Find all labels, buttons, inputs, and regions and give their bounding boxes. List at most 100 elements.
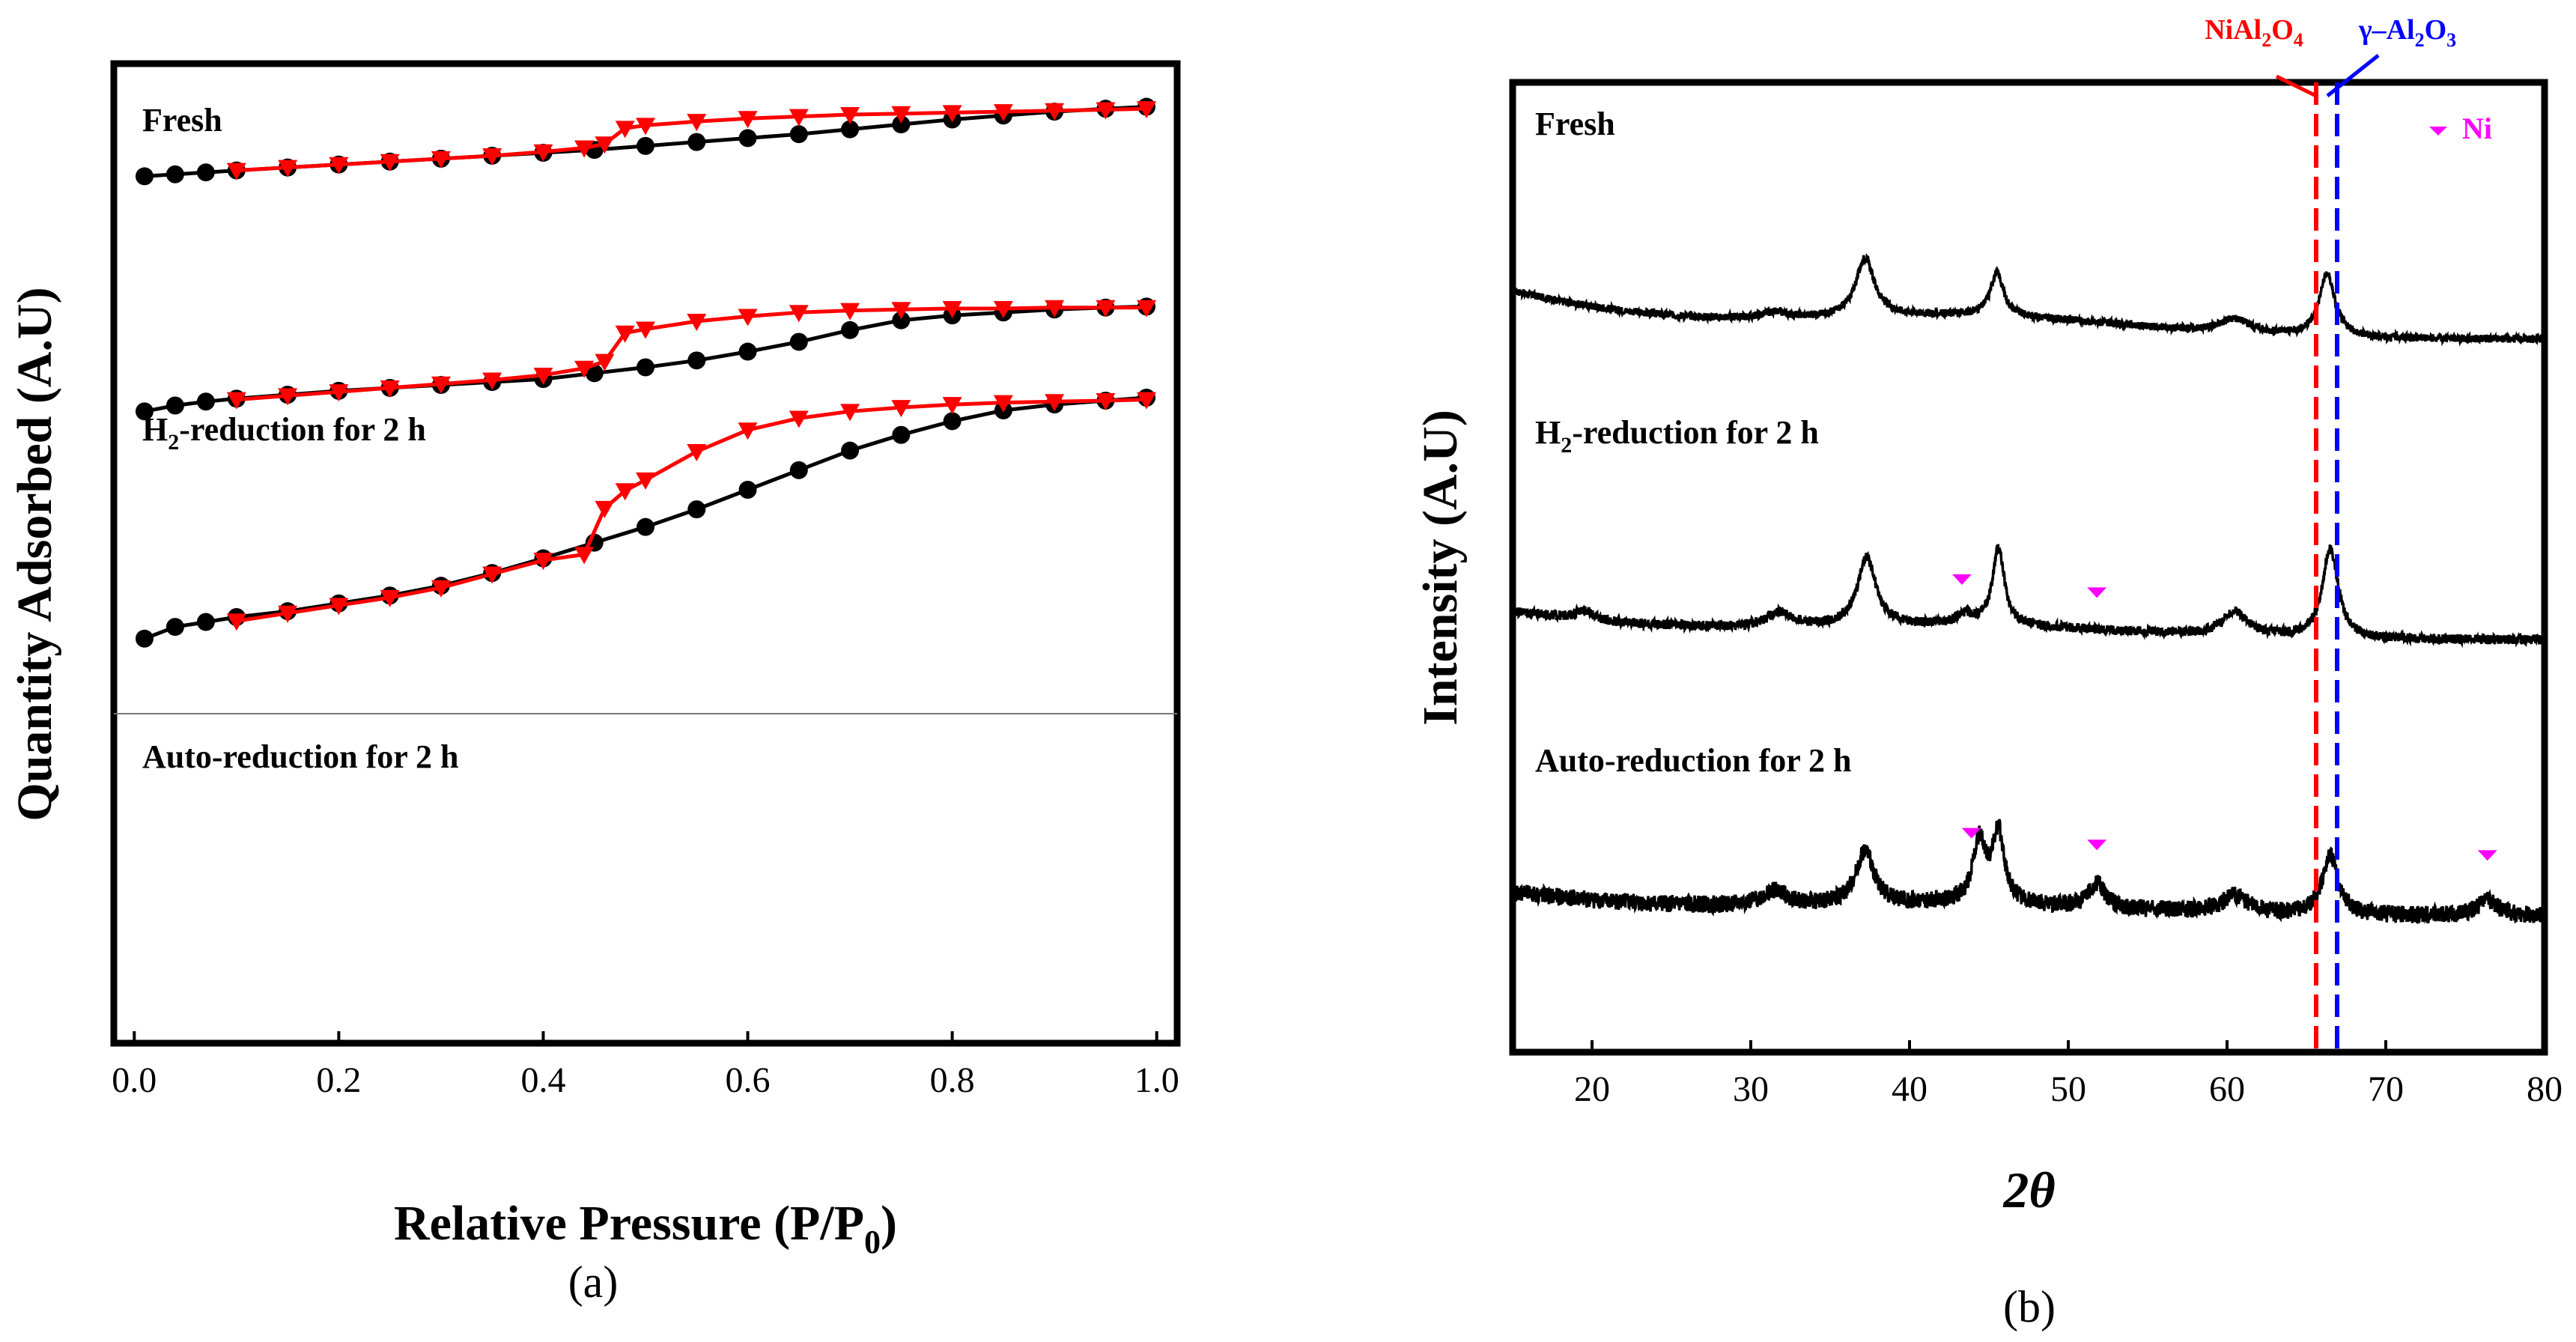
nial2o4-callout-leader [2275,74,2318,98]
desorption-point [278,605,298,623]
panel-b-plot-frame [1509,79,2548,1056]
panel-a-series-line-4 [144,395,1147,641]
panel-b-x-tick-label: 50 [2050,1069,2086,1109]
desorption-point [1045,394,1065,412]
adsorption-point [789,125,808,144]
panel-b-x-tick-label: 40 [1892,1069,1928,1109]
desorption-point [942,301,962,318]
desorption-point [595,500,615,518]
ni-peak-marker-icon [1951,574,1972,585]
panel-b-y-axis-label: Intensity (A.U) [1413,410,1468,726]
desorption-point [891,400,911,418]
desorption-point [482,148,502,166]
desorption-point [595,353,615,371]
desorption-point [840,107,860,125]
adsorption-point [637,358,654,377]
adsorption-point [165,396,184,415]
panel-b: 20 30 40 50 60 70 80 NiAl2O4 γ–Al2O3 Ni Fresh … [1413,14,2563,1332]
desorption-point [431,151,451,168]
desorption-point [993,301,1013,318]
panel-b-label-fresh: Fresh [1535,106,1615,142]
desorption-point [738,309,758,327]
adsorption-point [789,461,808,479]
adsorption-point [196,163,215,182]
panel-a-x-ticks: 0.0 0.2 0.4 0.6 0.8 1.0 [112,1031,1179,1100]
panel-a: 0.0 0.2 0.4 0.6 0.8 1.0 Fresh H2-reduction fo… [7,60,1181,1307]
desorption-point [738,111,758,129]
panel-b-x-tick-label: 30 [1733,1069,1769,1109]
desorption-point [687,114,707,132]
ni-legend-marker-icon [2429,127,2447,136]
panel-a-caption: (a) [568,1257,619,1307]
adsorption-point [135,167,154,186]
desorption-point [329,598,349,616]
desorption-point [226,163,246,180]
xrd-pattern-line-0 [1511,252,2546,347]
adsorption-point [637,136,654,155]
adsorption-point [637,517,654,536]
adsorption-point [841,120,860,139]
panel-b-x-tick-label: 60 [2209,1069,2245,1109]
al2o3-callout-leader [2326,54,2380,97]
desorption-point [226,613,246,631]
desorption-point [278,388,298,406]
desorption-point [329,157,349,174]
desorption-point [789,305,809,323]
desorption-point [380,154,400,171]
desorption-point [380,589,400,607]
desorption-point [615,121,635,139]
desorption-point [993,395,1013,413]
desorption-point [1045,103,1065,121]
panel-a-x-tick-label: 0.2 [316,1060,361,1100]
desorption-point [840,303,860,321]
al2o3-reference-label: γ–Al2O3 [2358,14,2456,51]
desorption-point [533,144,553,162]
panel-a-x-tick-label: 0.4 [520,1060,565,1100]
desorption-point [636,472,655,490]
desorption-point [615,325,635,343]
desorption-point [1096,300,1116,318]
desorption-point [431,580,451,598]
desorption-point [1096,102,1116,120]
adsorption-point [585,364,604,383]
panel-a-label-fresh: Fresh [142,102,222,139]
panel-a-label-auto: Auto-reduction for 2 h [142,738,459,775]
nial2o4-reference-label: NiAl2O4 [2205,14,2303,51]
desorption-point [1045,300,1065,318]
desorption-point [226,392,246,410]
desorption-point [789,109,809,127]
panel-a-plot-frame [110,60,1181,1047]
adsorption-point [892,425,911,444]
desorption-point [891,106,911,124]
desorption-point [636,118,655,136]
ni-peak-marker-icon [2477,850,2497,861]
desorption-point [1137,300,1157,318]
desorption-point [574,360,595,378]
desorption-point [789,410,809,428]
ni-peak-marker-icon [1961,828,1981,839]
desorption-point [431,376,451,394]
desorption-point [891,302,911,320]
desorption-point [636,321,655,339]
panel-a-x-tick-label: 1.0 [1134,1060,1179,1100]
panel-b-label-h2: H2-reduction for 2 h [1535,414,1819,458]
adsorption-point [165,618,184,637]
desorption-point [687,314,707,332]
adsorption-point [943,412,962,431]
panel-a-x-axis-label: Relative Pressure (P/P0) [394,1196,897,1260]
panel-b-x-tick-label: 80 [2527,1069,2563,1109]
adsorption-point [196,613,215,631]
adsorption-point [789,333,808,351]
panel-b-caption: (b) [2003,1282,2056,1332]
panel-b-x-ticks: 20 30 40 50 60 70 80 [1574,1040,2563,1109]
desorption-point [738,422,758,440]
panel-a-x-tick-label: 0.6 [726,1060,771,1100]
panel-a-y-axis-label: Quantity Adsorbed (A.U) [7,287,62,821]
desorption-point [533,367,553,385]
panel-b-x-axis-label: 2θ [2002,1162,2055,1218]
adsorption-point [196,392,215,411]
desorption-point [482,566,502,584]
ni-peak-marker-icon [2087,587,2107,598]
adsorption-point [892,311,911,330]
